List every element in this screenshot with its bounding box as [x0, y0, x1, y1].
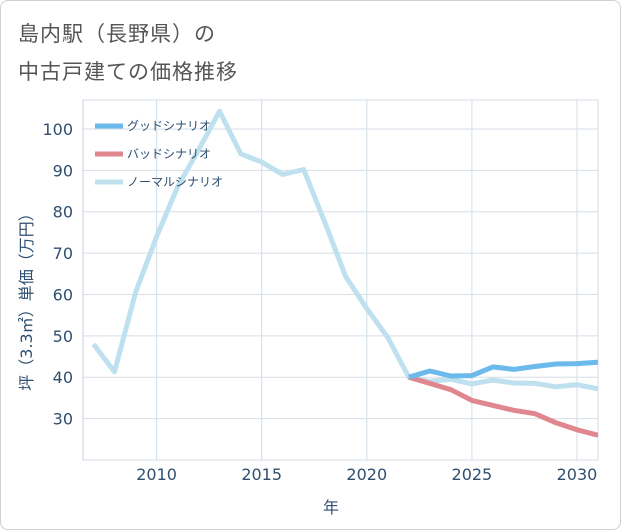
x-axis-label: 年 — [323, 498, 339, 517]
chart-title-line2: 中古戸建ての価格推移 — [18, 60, 238, 84]
y-tick-label: 30 — [53, 410, 73, 429]
series-lines — [91, 108, 598, 438]
x-tick-label: 2010 — [136, 465, 177, 484]
y-tick-label: 40 — [53, 368, 73, 387]
y-tick-label: 80 — [53, 203, 73, 222]
chart-title-line1: 島内駅（長野県）の — [18, 22, 216, 46]
legend-label-2: ノーマルシナリオ — [127, 175, 223, 189]
y-axis-label: 坪（3.3㎡）単価（万円） — [17, 205, 36, 390]
x-tick-label: 2025 — [452, 465, 493, 484]
tick-labels: 30 40 50 60 70 80 90 100 2010 2015 2020 2025 2030 — [42, 120, 597, 484]
x-tick-label: 2015 — [241, 465, 282, 484]
y-tick-label: 90 — [53, 161, 73, 180]
series-line-1 — [408, 374, 598, 438]
grid — [82, 99, 599, 461]
legend-label-1: バッドシナリオ — [127, 147, 211, 161]
x-tick-label: 2030 — [557, 465, 598, 484]
y-tick-label: 100 — [42, 120, 73, 139]
series-line-2 — [91, 108, 598, 392]
x-tick-label: 2020 — [346, 465, 387, 484]
y-tick-label: 60 — [53, 285, 73, 304]
y-tick-label: 70 — [53, 244, 73, 263]
y-tick-label: 50 — [53, 327, 73, 346]
series-line-0 — [408, 359, 598, 380]
legend-label-0: グッドシナリオ — [127, 119, 211, 133]
